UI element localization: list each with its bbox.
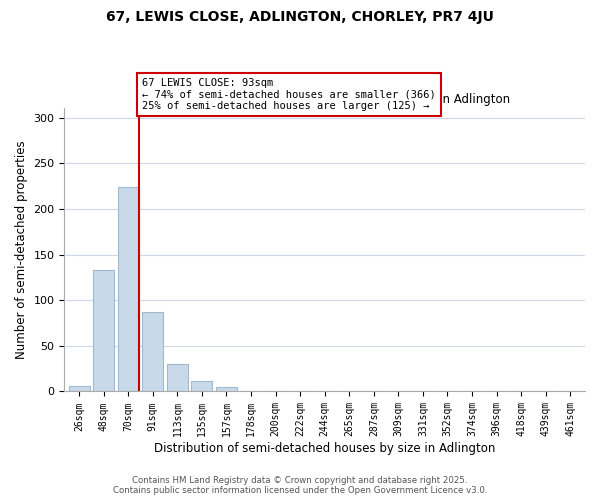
Bar <box>118 187 139 392</box>
Bar <box>69 386 89 392</box>
Text: 67 LEWIS CLOSE: 93sqm
← 74% of semi-detached houses are smaller (366)
25% of sem: 67 LEWIS CLOSE: 93sqm ← 74% of semi-deta… <box>142 78 436 111</box>
Y-axis label: Number of semi-detached properties: Number of semi-detached properties <box>15 140 28 360</box>
Title: Size of property relative to semi-detached houses in Adlington: Size of property relative to semi-detach… <box>140 93 510 106</box>
Bar <box>560 390 581 392</box>
Text: 67, LEWIS CLOSE, ADLINGTON, CHORLEY, PR7 4JU: 67, LEWIS CLOSE, ADLINGTON, CHORLEY, PR7… <box>106 10 494 24</box>
Text: Contains HM Land Registry data © Crown copyright and database right 2025.
Contai: Contains HM Land Registry data © Crown c… <box>113 476 487 495</box>
Bar <box>167 364 188 392</box>
Bar <box>93 270 114 392</box>
Bar <box>142 312 163 392</box>
Bar <box>191 382 212 392</box>
X-axis label: Distribution of semi-detached houses by size in Adlington: Distribution of semi-detached houses by … <box>154 442 496 455</box>
Bar <box>216 387 237 392</box>
